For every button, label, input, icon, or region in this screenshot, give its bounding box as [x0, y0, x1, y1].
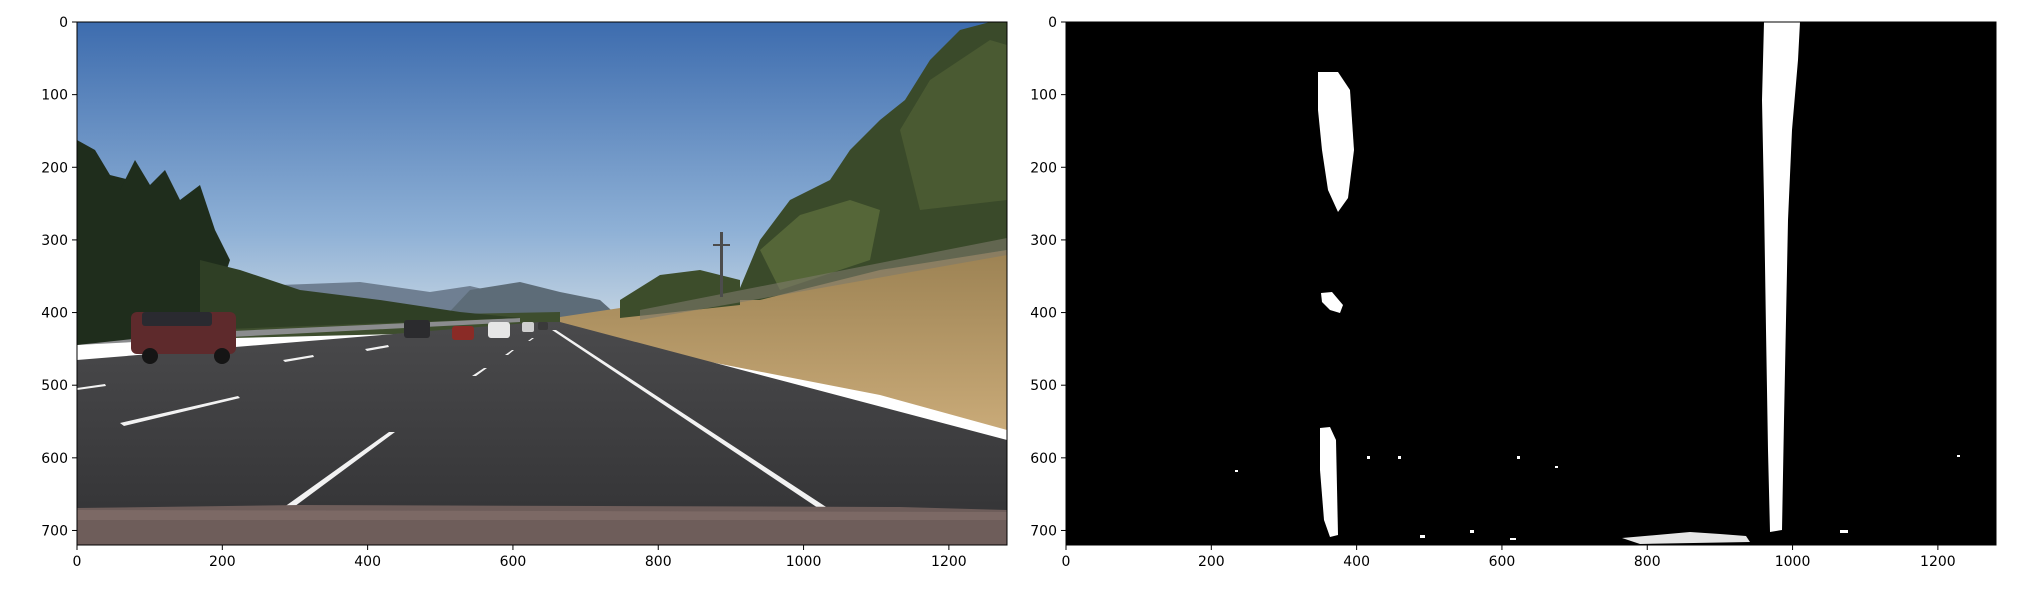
right-y-tick-label: 500	[1030, 378, 1057, 394]
right-y-tick-label: 400	[1030, 306, 1057, 322]
mask-lane-pixels	[1235, 22, 1960, 544]
left-y-tick-label: 500	[41, 378, 68, 394]
left-x-tick-label: 200	[209, 554, 236, 570]
right-x-tick-label: 1000	[1775, 554, 1811, 570]
left-y-tick-label: 200	[41, 160, 68, 176]
left-axes: 0 200 400 600 800 1000 1200 0 100 200 300 400 500 600…	[41, 15, 1008, 570]
left-y-tick-label: 100	[41, 88, 68, 104]
right-y-tick-label: 200	[1030, 160, 1057, 176]
right-y-tick-label: 100	[1030, 88, 1057, 104]
left-x-tick-label: 1000	[786, 554, 822, 570]
right-x-tick-label: 0	[1062, 554, 1071, 570]
binary-lane-mask	[1066, 22, 1996, 545]
fence	[640, 238, 1007, 320]
lane-markings	[77, 330, 846, 520]
left-x-tick-label: 0	[73, 554, 82, 570]
left-y-tick-label: 700	[41, 523, 68, 539]
left-y-tick-label: 0	[59, 15, 68, 31]
right-x-tick-label: 600	[1489, 554, 1516, 570]
left-y-tick-label: 600	[41, 451, 68, 467]
left-x-tick-label: 400	[354, 554, 381, 570]
right-y-tick-label: 700	[1030, 523, 1057, 539]
left-y-tick-label: 400	[41, 306, 68, 322]
cars	[131, 312, 548, 364]
left-x-tick-label: 1200	[931, 554, 967, 570]
right-x-tick-label: 800	[1634, 554, 1661, 570]
left-y-tick-label: 300	[41, 233, 68, 249]
left-trees	[77, 140, 520, 345]
right-x-tick-label: 200	[1198, 554, 1225, 570]
right-axes: 0 200 400 600 800 1000 1200 0 100 200 300 400 500 600…	[1030, 15, 1997, 570]
right-x-tick-label: 400	[1343, 554, 1370, 570]
mask-background	[1066, 22, 1996, 545]
right-x-tick-label: 1200	[1920, 554, 1956, 570]
left-x-tick-label: 600	[500, 554, 527, 570]
right-y-tick-label: 300	[1030, 233, 1057, 249]
original-road-image	[77, 22, 1007, 545]
right-y-tick-label: 0	[1048, 15, 1057, 31]
grass-embankment	[540, 250, 1007, 430]
left-x-tick-label: 800	[645, 554, 672, 570]
right-y-tick-label: 600	[1030, 451, 1057, 467]
